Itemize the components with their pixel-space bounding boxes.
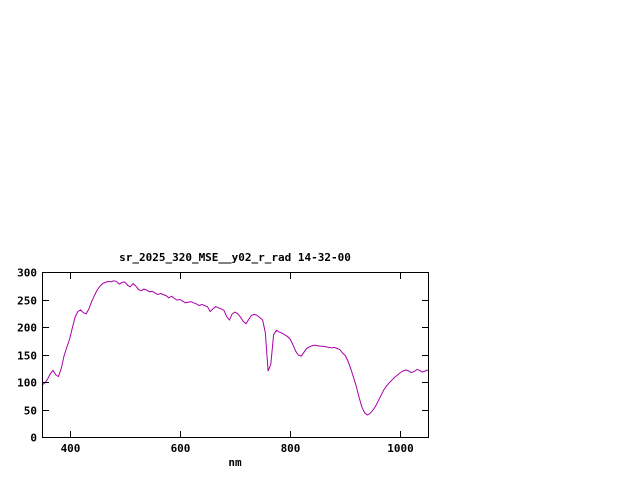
- x-tick-label: 800: [281, 442, 301, 455]
- plot-border: [42, 272, 429, 438]
- chart-title: sr_2025_320_MSE__y02_r_rad 14-32-00: [119, 251, 351, 264]
- spectrum-line: [41, 280, 429, 416]
- y-tick-label: 250: [17, 295, 37, 308]
- axis-tick-labels: 400 600 800 1000 0 50 100 150 200 250 300: [17, 267, 414, 456]
- x-tick-label: 600: [171, 442, 191, 455]
- y-tick-label: 200: [17, 322, 37, 335]
- y-tick-label: 300: [17, 267, 37, 280]
- y-tick-label: 150: [17, 350, 37, 363]
- y-tick-label: 0: [30, 432, 37, 445]
- x-tick-label: 1000: [387, 442, 414, 455]
- axis-ticks: [43, 272, 428, 438]
- y-tick-label: 50: [24, 405, 37, 418]
- y-tick-label: 100: [17, 377, 37, 390]
- x-axis-label: nm: [228, 456, 242, 469]
- x-tick-label: 400: [61, 442, 81, 455]
